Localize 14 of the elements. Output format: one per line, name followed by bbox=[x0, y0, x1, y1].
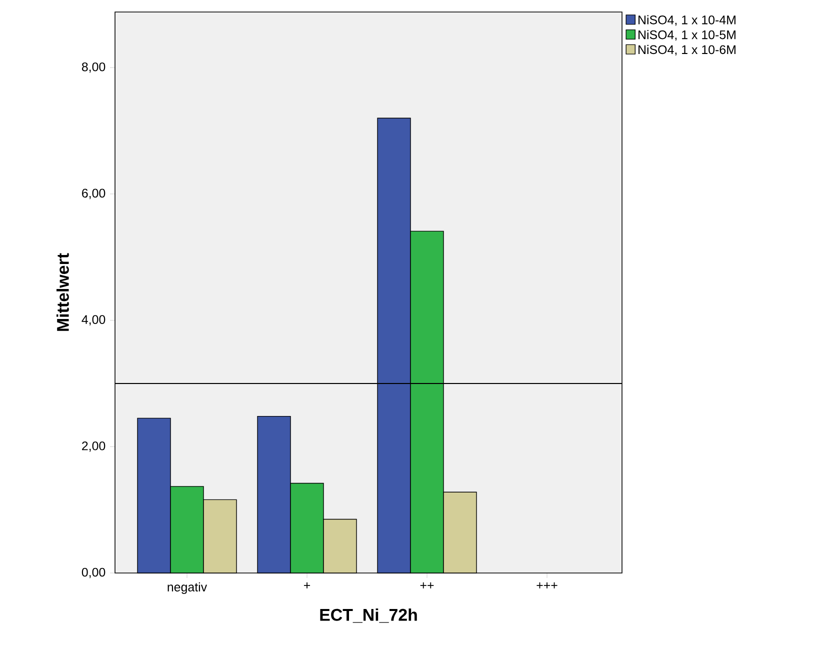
y-tick-label: 6,00 bbox=[82, 188, 106, 200]
legend-label: NiSO4, 1 x 10-4M bbox=[638, 15, 736, 26]
legend-label: NiSO4, 1 x 10-5M bbox=[638, 30, 736, 41]
x-axis-title: ECT_Ni_72h bbox=[320, 608, 417, 623]
y-tick-label: 4,00 bbox=[82, 315, 106, 326]
y-tick-label: 0,00 bbox=[82, 568, 106, 578]
y-axis-title: Mittelwert bbox=[56, 253, 69, 331]
y-tick-label: 8,00 bbox=[82, 62, 106, 73]
x-tick-label: +++ bbox=[536, 582, 558, 588]
x-tick-label: negativ bbox=[168, 582, 208, 594]
x-tick-label: ++ bbox=[420, 582, 434, 588]
x-tick-label: + bbox=[304, 582, 310, 588]
y-tick-label: 2,00 bbox=[82, 441, 106, 452]
legend-label: NiSO4, 1 x 10-6M bbox=[638, 44, 736, 56]
